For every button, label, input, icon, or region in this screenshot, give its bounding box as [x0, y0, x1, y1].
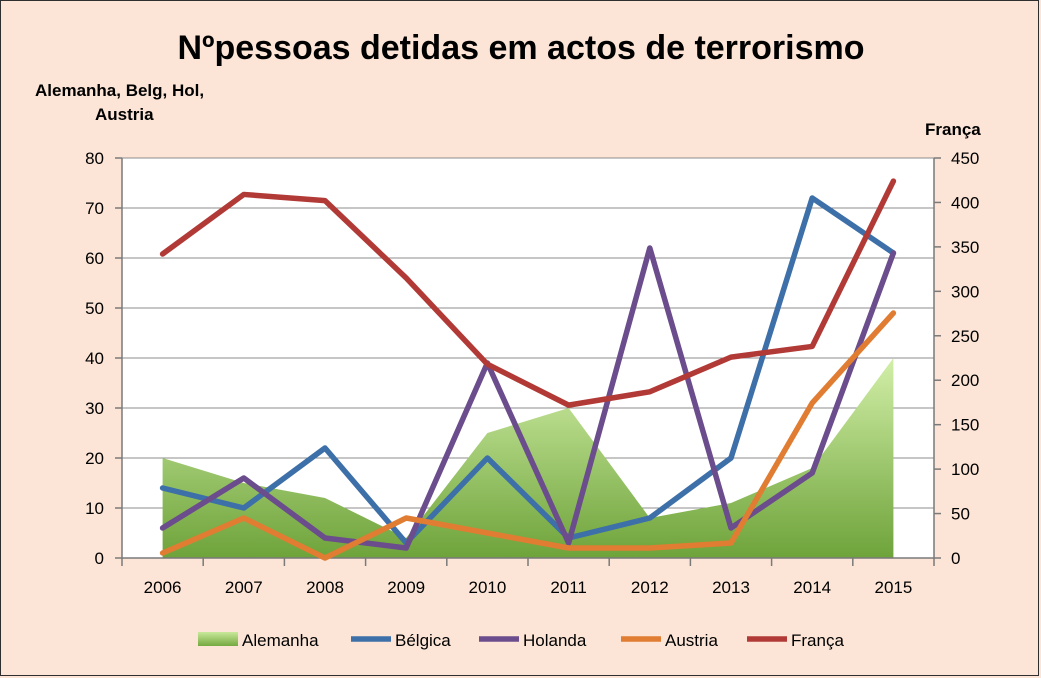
x-tick-label-2012: 2012 — [631, 578, 669, 597]
x-tick-label-2014: 2014 — [793, 578, 831, 597]
right-tick-label-0: 0 — [951, 549, 960, 568]
plot-area: 0 10 20 30 40 50 60 70 80 0 50 100 150 200 250 300 350 40… — [85, 149, 979, 597]
right-tick-label-50: 50 — [951, 505, 970, 524]
left-tick-label-70: 70 — [85, 199, 104, 218]
x-tick-label-2007: 2007 — [225, 578, 263, 597]
right-tick-label-300: 300 — [951, 282, 979, 301]
right-tick-label-200: 200 — [951, 371, 979, 390]
legend-item-holanda: Holanda — [479, 631, 587, 650]
left-tick-label-40: 40 — [85, 349, 104, 368]
left-tick-label-60: 60 — [85, 249, 104, 268]
legend-item-frança: França — [747, 631, 844, 650]
legend-item-bélgica: Bélgica — [351, 631, 451, 650]
x-tick-label-2015: 2015 — [874, 578, 912, 597]
right-tick-label-350: 350 — [951, 238, 979, 257]
legend-label-frança: França — [791, 631, 844, 650]
x-tick-label-2010: 2010 — [468, 578, 506, 597]
left-tick-label-20: 20 — [85, 449, 104, 468]
right-tick-label-150: 150 — [951, 416, 979, 435]
left-tick-label-80: 80 — [85, 149, 104, 168]
x-tick-label-2011: 2011 — [550, 578, 587, 597]
legend-item-austria: Austria — [621, 631, 718, 650]
x-tick-label-2009: 2009 — [387, 578, 425, 597]
legend-label-bélgica: Bélgica — [395, 631, 451, 650]
series-line-holanda — [159, 245, 897, 551]
right-tick-label-250: 250 — [951, 327, 979, 346]
x-tick-label-2013: 2013 — [712, 578, 750, 597]
legend-item-alemanha: Alemanha — [198, 631, 319, 650]
x-tick-label-2006: 2006 — [144, 578, 182, 597]
right-tick-label-400: 400 — [951, 193, 979, 212]
right-tick-label-100: 100 — [951, 460, 979, 479]
right-tick-label-450: 450 — [951, 149, 979, 168]
left-tick-label-10: 10 — [85, 499, 104, 518]
left-axis-title-line1: Alemanha, Belg, Hol, — [35, 81, 204, 100]
x-tick-label-2008: 2008 — [306, 578, 344, 597]
legend: Alemanha Bélgica Holanda Austria França — [198, 631, 844, 650]
left-tick-label-30: 30 — [85, 399, 104, 418]
legend-label-holanda: Holanda — [523, 631, 587, 650]
chart-title: Nºpessoas detidas em actos de terrorismo — [177, 29, 864, 67]
series-line-austria — [159, 310, 897, 561]
left-tick-label-50: 50 — [85, 299, 104, 318]
legend-swatch-alemanha — [198, 632, 238, 646]
legend-label-austria: Austria — [665, 631, 718, 650]
left-axis-title-line2: Austria — [95, 105, 154, 124]
legend-label-alemanha: Alemanha — [242, 631, 319, 650]
right-axis-title: França — [925, 120, 981, 139]
series-line-bélgica — [159, 195, 897, 546]
left-tick-label-0: 0 — [95, 549, 104, 568]
series-line-frança — [159, 178, 897, 408]
